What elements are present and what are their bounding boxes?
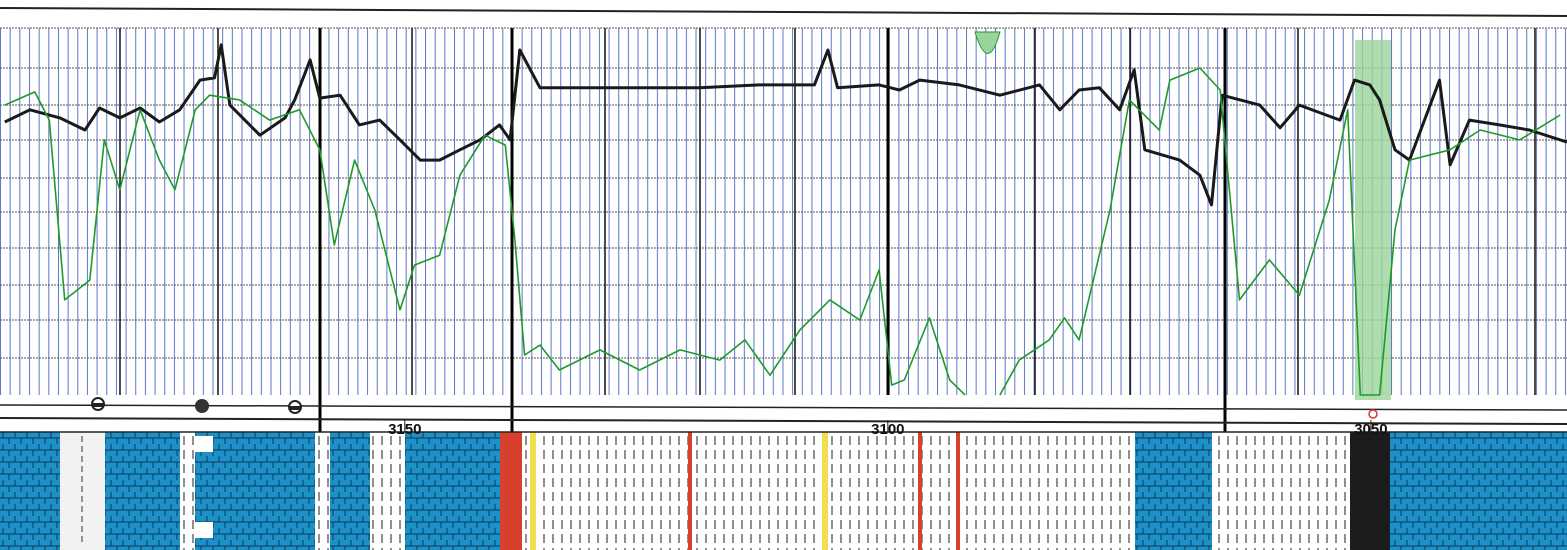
shaded-peak xyxy=(974,31,1001,54)
markers xyxy=(91,397,1378,419)
log-curve xyxy=(4,67,1561,396)
h-grid xyxy=(0,27,1567,359)
track-divider xyxy=(0,404,1567,411)
log-curve xyxy=(4,43,1567,207)
top-border xyxy=(0,7,1567,17)
shaded-zone xyxy=(1355,40,1391,400)
lithology xyxy=(0,432,1567,550)
depth-label: 3150 xyxy=(388,421,421,438)
depth-label: 3100 xyxy=(871,421,904,438)
track-divider xyxy=(0,417,1567,425)
depth-label: 3050 xyxy=(1354,421,1387,438)
major-grid xyxy=(119,28,1536,395)
